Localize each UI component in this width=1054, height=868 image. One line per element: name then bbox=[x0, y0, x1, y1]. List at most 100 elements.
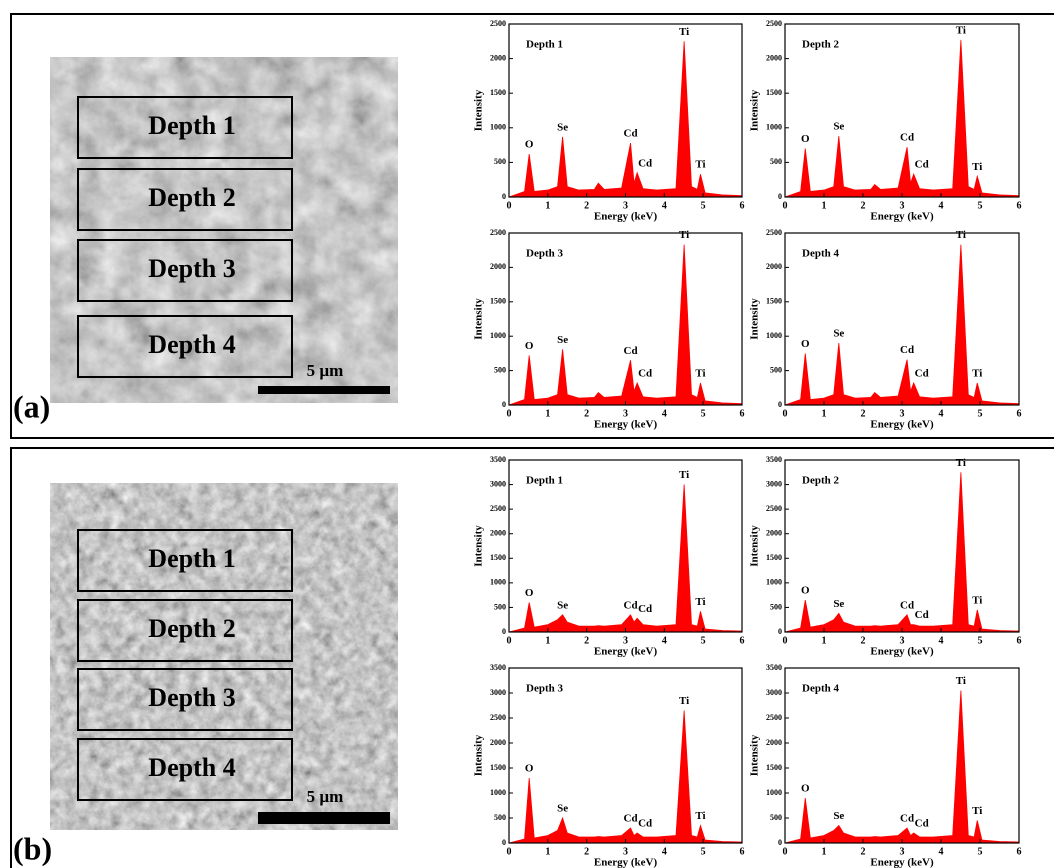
peak-label: Cd bbox=[624, 345, 638, 357]
peak-label: O bbox=[801, 783, 810, 795]
y-tick-label: 2000 bbox=[766, 262, 782, 271]
x-tick-label: 3 bbox=[900, 200, 905, 211]
y-tick-label: 1000 bbox=[766, 578, 782, 587]
x-tick-label: 1 bbox=[822, 635, 827, 646]
peak-label: Cd bbox=[900, 813, 914, 825]
peak-label: O bbox=[525, 139, 534, 151]
region-box bbox=[77, 168, 293, 231]
y-tick-label: 1000 bbox=[490, 331, 506, 340]
y-tick-label: 2500 bbox=[490, 228, 506, 237]
y-tick-label: 1000 bbox=[490, 123, 506, 132]
peak-label: O bbox=[801, 133, 810, 145]
y-axis-label: Intensity bbox=[749, 298, 761, 340]
y-tick-label: 1500 bbox=[766, 763, 782, 772]
x-tick-label: 5 bbox=[978, 408, 983, 419]
x-tick-label: 4 bbox=[662, 635, 667, 646]
region-box bbox=[77, 668, 293, 731]
y-axis-label: Intensity bbox=[473, 525, 485, 567]
peak-label: Ti bbox=[695, 159, 705, 171]
y-tick-label: 0 bbox=[778, 400, 782, 409]
scale-bar bbox=[258, 812, 390, 824]
region-label: Depth 3 bbox=[148, 254, 235, 283]
peak-label: Se bbox=[557, 599, 568, 611]
x-tick-label: 3 bbox=[623, 635, 628, 646]
y-tick-label: 2500 bbox=[766, 19, 782, 28]
y-tick-label: 2500 bbox=[490, 713, 506, 722]
peak-label: Ti bbox=[956, 24, 966, 36]
x-tick-label: 6 bbox=[740, 200, 745, 211]
x-tick-label: 0 bbox=[783, 846, 788, 857]
peak-label: Cd bbox=[915, 159, 929, 171]
x-axis-label: Energy (keV) bbox=[594, 646, 658, 658]
y-tick-label: 2000 bbox=[490, 529, 506, 538]
y-tick-label: 0 bbox=[502, 838, 506, 847]
y-tick-label: 1000 bbox=[490, 788, 506, 797]
panel-frame bbox=[10, 13, 1054, 439]
y-tick-label: 0 bbox=[502, 627, 506, 636]
y-tick-label: 2000 bbox=[490, 262, 506, 271]
y-tick-label: 2000 bbox=[490, 738, 506, 747]
peak-label: O bbox=[525, 763, 534, 775]
x-tick-label: 5 bbox=[701, 635, 706, 646]
x-tick-label: 4 bbox=[662, 200, 667, 211]
peak-label: Cd bbox=[900, 132, 914, 144]
x-axis-label: Energy (keV) bbox=[594, 419, 658, 431]
peak-label: Ti bbox=[956, 457, 966, 469]
x-tick-label: 6 bbox=[1017, 408, 1022, 419]
region-box bbox=[77, 315, 293, 378]
chart-title: Depth 2 bbox=[802, 475, 839, 487]
y-tick-label: 2000 bbox=[766, 529, 782, 538]
y-tick-label: 2000 bbox=[766, 738, 782, 747]
peak-label: Se bbox=[557, 334, 568, 346]
peak-label: Cd bbox=[624, 813, 638, 825]
y-tick-label: 500 bbox=[770, 157, 782, 166]
region-label: Depth 1 bbox=[148, 544, 235, 573]
spectrum-area bbox=[508, 244, 743, 406]
region-label: Depth 2 bbox=[148, 183, 235, 212]
peak-label: Ti bbox=[956, 229, 966, 241]
y-tick-label: 2500 bbox=[766, 228, 782, 237]
y-tick-label: 1000 bbox=[766, 331, 782, 340]
y-tick-label: 3500 bbox=[766, 663, 782, 672]
peak-label: Cd bbox=[638, 603, 652, 615]
x-axis-label: Energy (keV) bbox=[870, 646, 934, 658]
y-tick-label: 3500 bbox=[766, 455, 782, 464]
x-tick-label: 1 bbox=[822, 846, 827, 857]
y-tick-label: 2500 bbox=[490, 504, 506, 513]
y-tick-label: 1000 bbox=[490, 578, 506, 587]
x-tick-label: 2 bbox=[584, 635, 589, 646]
x-tick-label: 5 bbox=[701, 846, 706, 857]
x-tick-label: 4 bbox=[939, 635, 944, 646]
peak-label: Ti bbox=[679, 695, 689, 707]
y-tick-label: 2500 bbox=[490, 19, 506, 28]
y-tick-label: 1500 bbox=[766, 297, 782, 306]
y-tick-label: 500 bbox=[770, 813, 782, 822]
spectrum-area bbox=[784, 39, 1020, 198]
peak-label: Cd bbox=[638, 818, 652, 830]
x-tick-label: 0 bbox=[783, 408, 788, 419]
x-tick-label: 3 bbox=[900, 846, 905, 857]
x-tick-label: 3 bbox=[623, 200, 628, 211]
x-tick-label: 1 bbox=[545, 200, 550, 211]
peak-label: Cd bbox=[915, 818, 929, 830]
peak-label: O bbox=[525, 587, 534, 599]
x-tick-label: 3 bbox=[623, 846, 628, 857]
region-label: Depth 4 bbox=[148, 330, 235, 359]
peak-label: Se bbox=[833, 328, 844, 340]
y-tick-label: 1000 bbox=[766, 788, 782, 797]
peak-label: Ti bbox=[695, 810, 705, 822]
peak-label: Cd bbox=[638, 368, 652, 380]
chart-title: Depth 2 bbox=[802, 39, 839, 51]
peak-label: Cd bbox=[900, 599, 914, 611]
x-tick-label: 5 bbox=[978, 846, 983, 857]
peak-label: O bbox=[525, 340, 534, 352]
peak-label: Cd bbox=[915, 368, 929, 380]
y-tick-label: 0 bbox=[778, 192, 782, 201]
x-tick-label: 2 bbox=[584, 846, 589, 857]
x-tick-label: 3 bbox=[623, 408, 628, 419]
peak-label: Cd bbox=[624, 128, 638, 140]
x-axis-label: Energy (keV) bbox=[870, 211, 934, 223]
y-tick-label: 3000 bbox=[766, 688, 782, 697]
x-tick-label: 2 bbox=[584, 408, 589, 419]
